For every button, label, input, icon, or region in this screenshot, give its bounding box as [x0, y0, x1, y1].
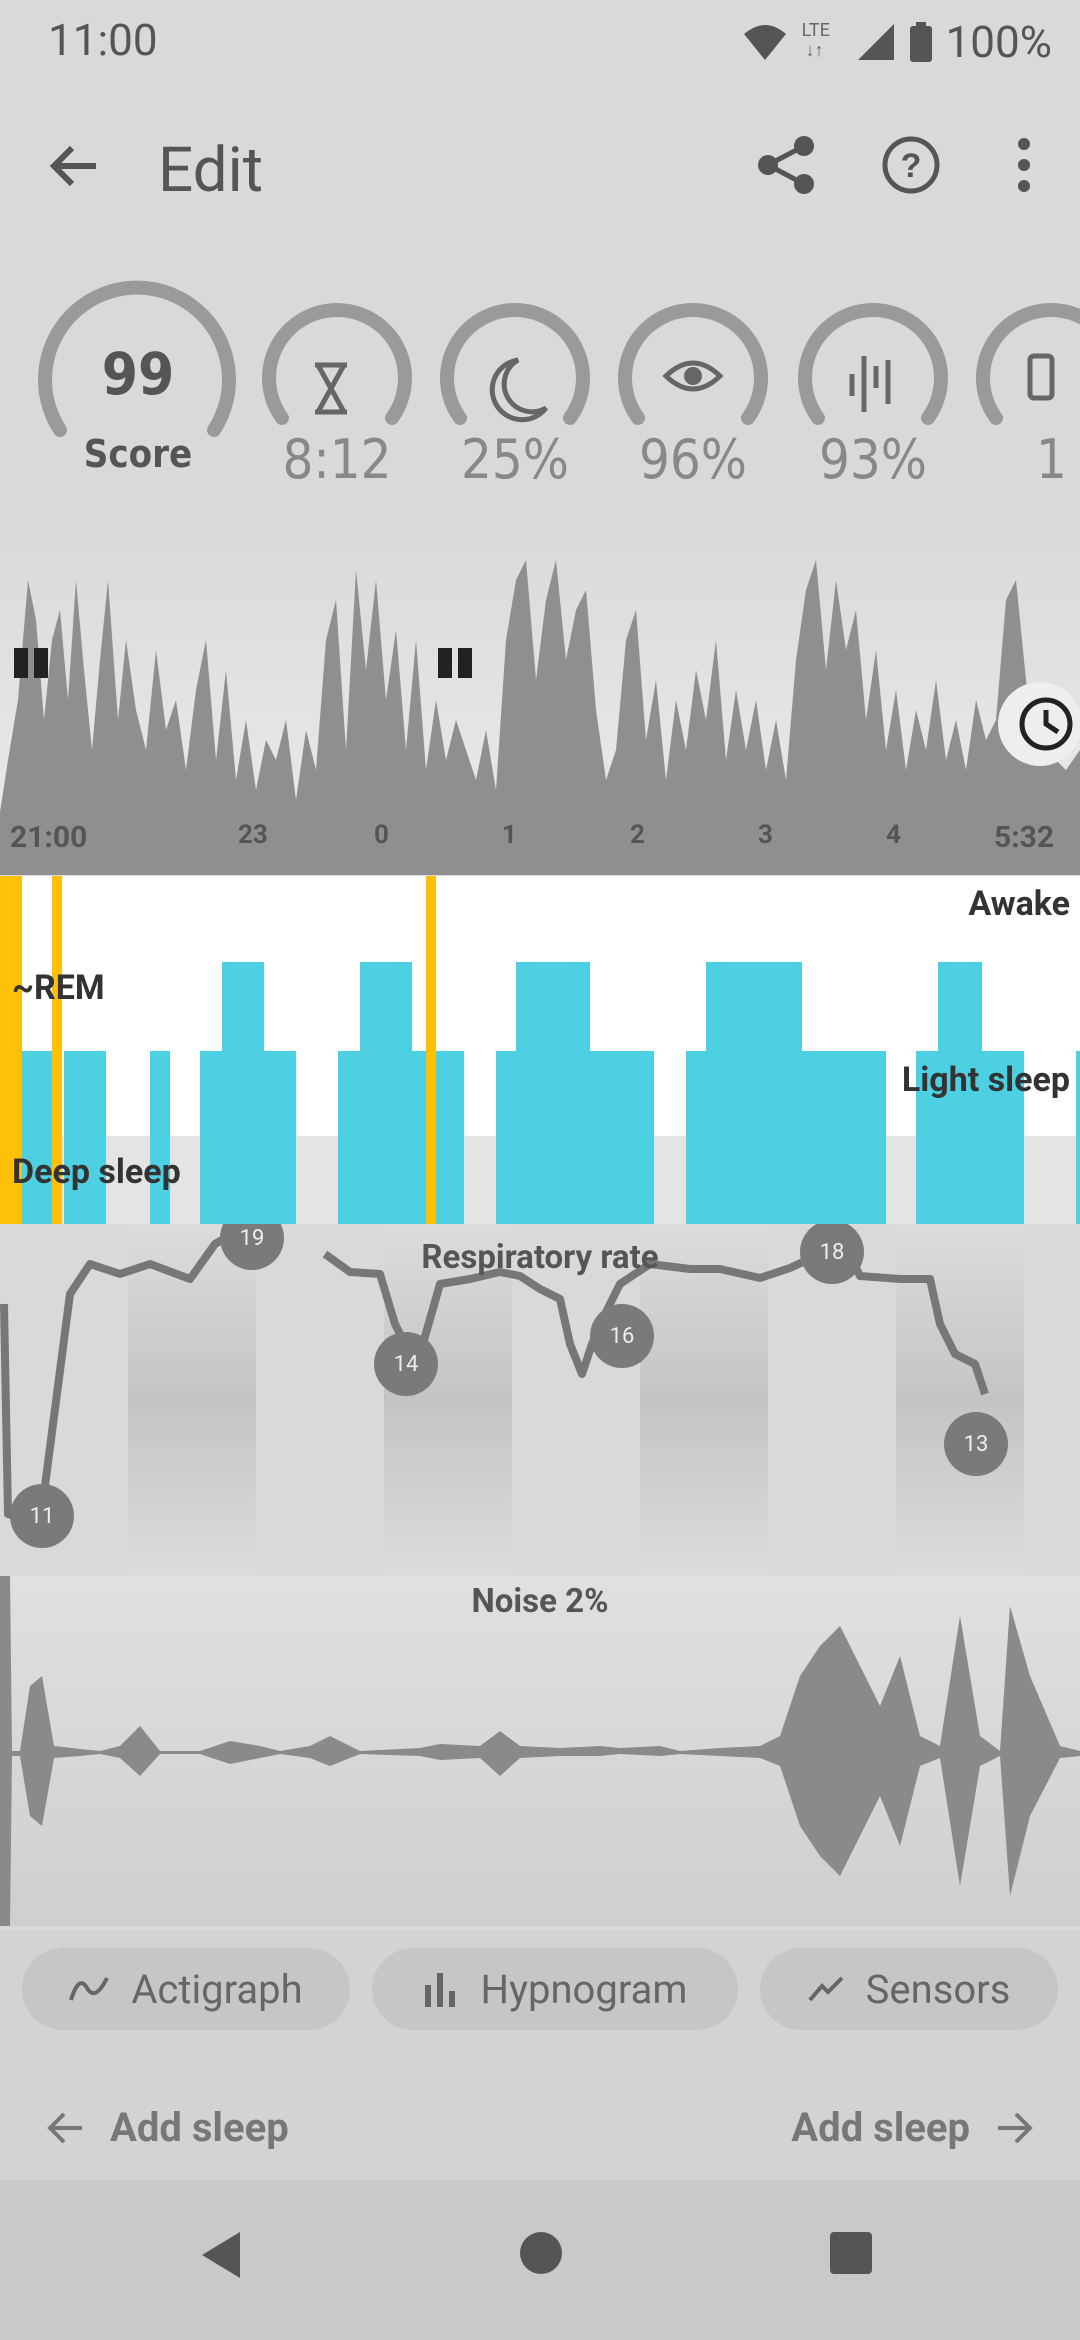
signal-icon: [857, 24, 894, 60]
alarm-clock-button[interactable]: [998, 682, 1080, 766]
wifi-icon: [743, 25, 786, 60]
chip-actigraph[interactable]: Actigraph: [22, 1948, 350, 2030]
nav-back-button[interactable]: [196, 2228, 250, 2282]
respiratory-svg: [0, 1224, 1080, 1576]
svg-text:?: ?: [901, 147, 922, 185]
score-gauge[interactable]: [38, 280, 236, 437]
lte-arrows-icon: ↓↑: [805, 40, 824, 61]
hourglass-icon: [315, 362, 347, 415]
lte-icon: LTE ↓↑: [802, 20, 842, 64]
help-icon: ?: [882, 136, 940, 194]
time-label: 23: [238, 820, 268, 850]
trend-icon: [808, 1976, 844, 2002]
more-vert-icon: [1018, 138, 1030, 192]
time-label: 3: [758, 820, 773, 850]
time-label: 4: [886, 820, 901, 850]
hypnogram[interactable]: Awake ~REM Light sleep Deep sleep: [0, 876, 1080, 1224]
back-button[interactable]: [44, 136, 104, 196]
light-sleep-label: Light sleep: [901, 1060, 1070, 1100]
resp-marker: 19: [239, 1226, 265, 1251]
lte-label: LTE: [801, 20, 830, 41]
actigraph-svg: [0, 520, 1080, 875]
add-sleep-prev-label: Add sleep: [110, 2104, 289, 2151]
battery-percent: 100%: [945, 16, 1052, 68]
actigraph-area: [0, 560, 1080, 875]
resp-marker: 11: [29, 1504, 55, 1529]
add-sleep-prev-button[interactable]: Add sleep: [46, 2104, 289, 2151]
noise-svg: [0, 1576, 1080, 1926]
hypnogram-svg: [0, 876, 1080, 1224]
duration-gauge[interactable]: [262, 303, 412, 425]
chip-sensors[interactable]: Sensors: [760, 1948, 1058, 2030]
noise-value: 93%: [819, 428, 927, 491]
chip-label: Actigraph: [131, 1965, 303, 2013]
respiratory-title: Respiratory rate: [421, 1238, 659, 1277]
noise-bars-icon: [849, 356, 891, 412]
resp-marker: 13: [963, 1432, 989, 1457]
moon-icon: [489, 357, 548, 423]
phone-icon: [1027, 353, 1055, 401]
resp-marker: 16: [609, 1324, 635, 1349]
wave-icon: [69, 1977, 110, 2001]
awake-markers: [0, 876, 436, 1224]
status-icons: LTE ↓↑ 100%: [742, 14, 1052, 70]
more-options-button[interactable]: [1004, 134, 1044, 196]
share-icon: [758, 136, 814, 194]
share-button[interactable]: [756, 134, 818, 196]
score-label: Score: [83, 432, 193, 476]
score-value: 99: [101, 340, 175, 408]
arrow-right-icon: [998, 2112, 1033, 2143]
deep-sleep-label: Deep sleep: [12, 1152, 181, 1192]
page-title: Edit: [158, 134, 263, 207]
score-row: [0, 270, 1080, 500]
deep-sleep-gauge[interactable]: [440, 303, 590, 425]
clock-icon: [1019, 697, 1073, 751]
chip-hypnogram[interactable]: Hypnogram: [372, 1948, 738, 2030]
bars-icon: [424, 1973, 455, 2007]
efficiency-value: 96%: [639, 428, 747, 491]
sleep-mid-paused-icon: [438, 648, 472, 678]
add-sleep-next-button[interactable]: Add sleep: [791, 2104, 1034, 2151]
eye-icon: [662, 360, 724, 392]
time-label: 0: [374, 820, 389, 850]
battery-icon: [909, 22, 932, 62]
sleep-start-paused-icon: [14, 648, 48, 678]
resp-marker: 14: [393, 1352, 419, 1377]
noise-chart[interactable]: [0, 1576, 1080, 1926]
nav-home-button[interactable]: [520, 2232, 562, 2274]
respiratory-markers: [10, 1224, 1008, 1548]
arrow-left-icon: [47, 2112, 82, 2143]
chip-label: Sensors: [865, 1965, 1011, 2013]
add-sleep-next-label: Add sleep: [791, 2104, 970, 2151]
help-button[interactable]: ?: [880, 134, 942, 196]
nav-recents-button[interactable]: [830, 2232, 872, 2274]
duration-value: 8:12: [282, 428, 392, 491]
time-label: 1: [502, 820, 517, 850]
awake-label: Awake: [968, 884, 1070, 924]
system-nav-bar: [0, 2180, 1080, 2340]
noise-waveform: [0, 1576, 1080, 1926]
nav-back-icon: [202, 2232, 240, 2278]
deep-sleep-value: 25%: [461, 428, 569, 491]
status-time: 11:00: [48, 14, 158, 66]
efficiency-gauge[interactable]: [618, 303, 768, 425]
phone-gauge[interactable]: [976, 303, 1080, 425]
actigraph[interactable]: [0, 520, 1080, 875]
time-label: 2: [630, 820, 645, 850]
chip-label: Hypnogram: [480, 1965, 688, 2013]
noise-title: Noise 2%: [471, 1582, 609, 1621]
time-label-end: 5:32: [994, 820, 1055, 855]
respiratory-chart[interactable]: 11 19 14 16 18 13: [0, 1224, 1080, 1576]
resp-marker: 18: [819, 1240, 845, 1265]
phone-value: 1: [1036, 428, 1067, 491]
rem-label: ~REM: [12, 968, 105, 1008]
noise-gauge[interactable]: [798, 303, 948, 425]
gauges-svg: [38, 280, 1080, 437]
back-arrow-icon: [49, 145, 96, 187]
time-label-start: 21:00: [10, 820, 88, 855]
